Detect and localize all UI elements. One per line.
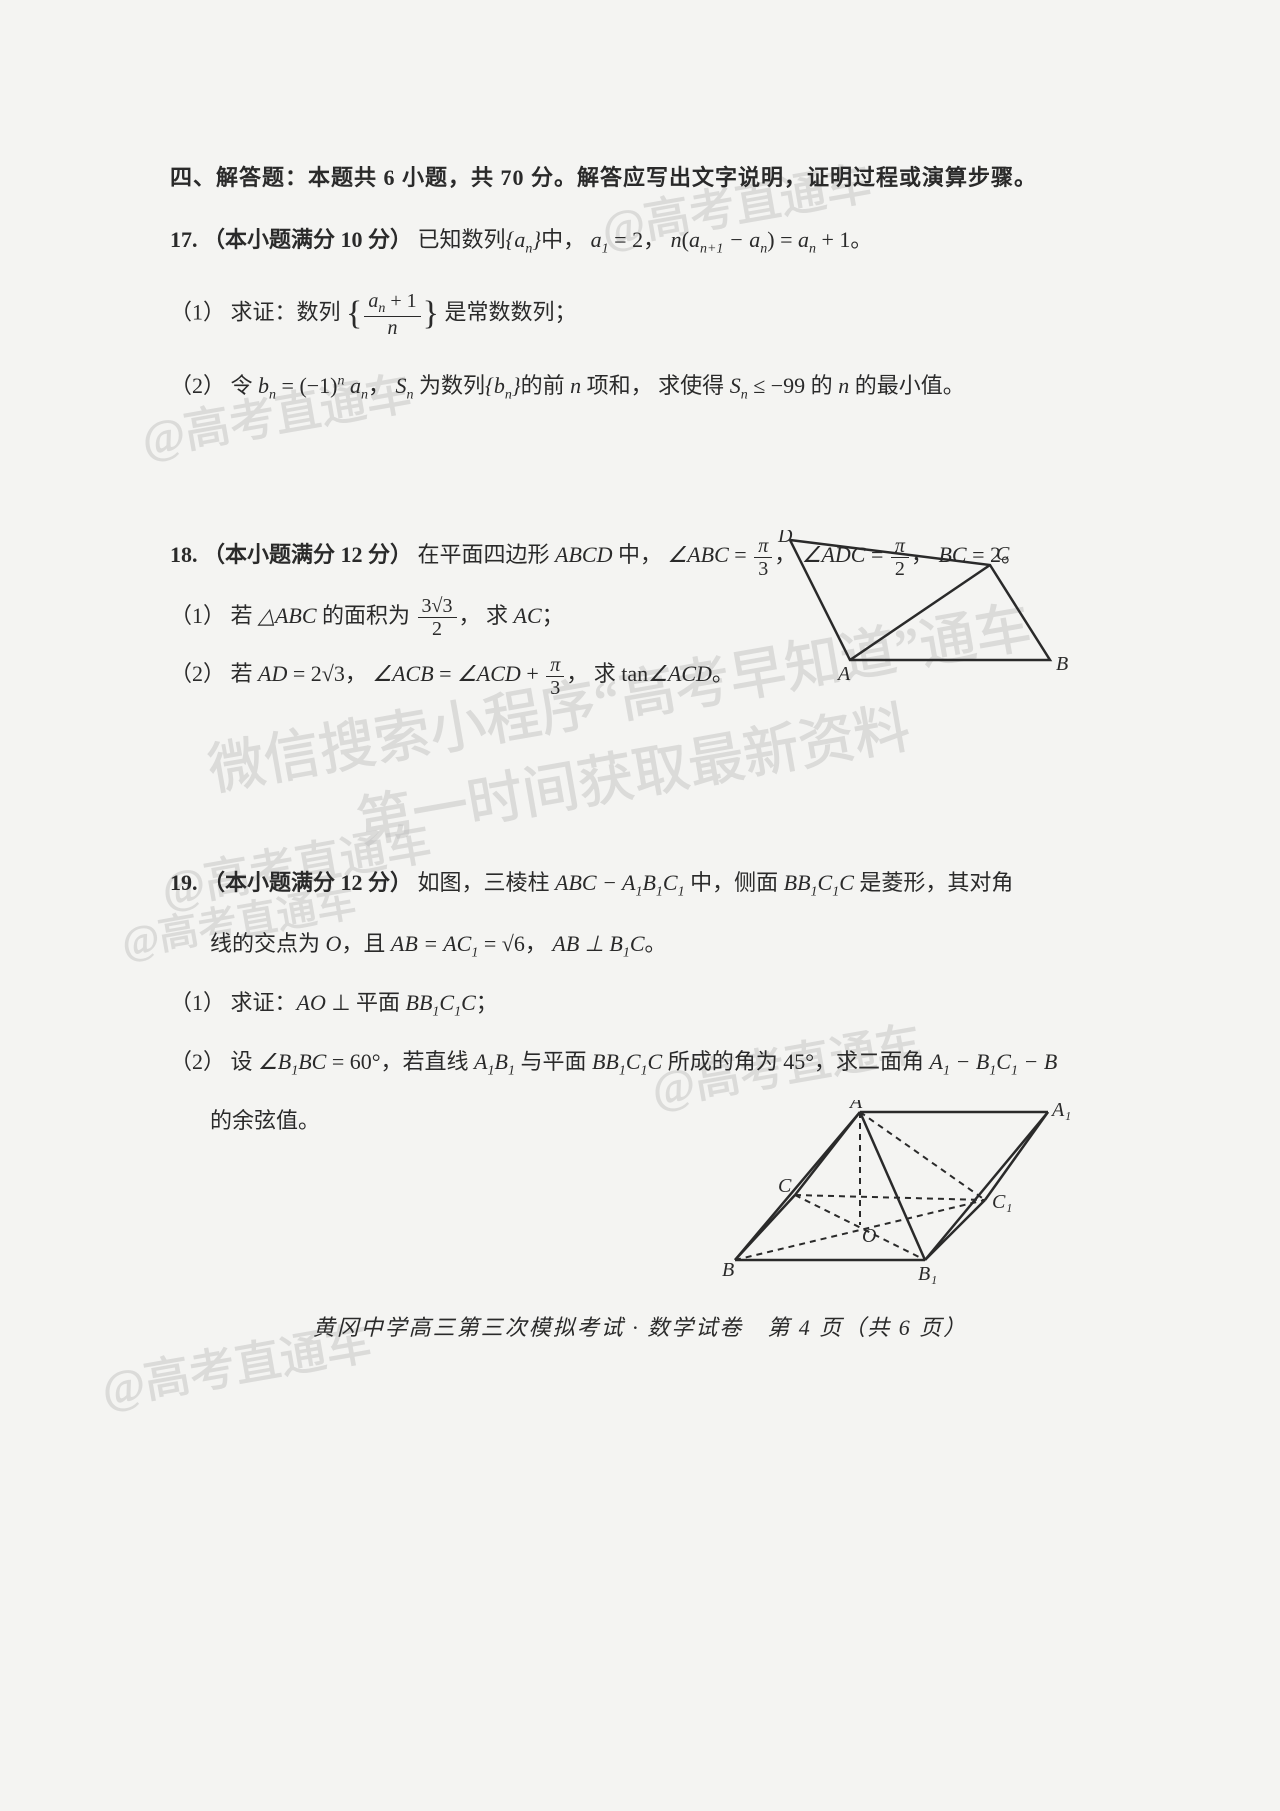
svg-text:B: B	[1056, 653, 1068, 675]
q19-number: 19.	[170, 870, 198, 895]
svg-text:A: A	[836, 663, 851, 685]
section-heading: 四、解答题：本题共 6 小题，共 70 分。解答应写出文字说明，证明过程或演算步…	[170, 160, 1110, 192]
problem-18: 18. （本小题满分 12 分） 在平面四边形 ABCD 中， ∠ABC = π…	[170, 531, 1110, 698]
svg-text:D: D	[777, 530, 793, 547]
svg-text:A₁: A₁	[1050, 1100, 1071, 1121]
q19-sub2: （2） 设 ∠B1BC = 60°，若直线 A1B1 与平面 BB1C1C 所成…	[170, 1038, 1110, 1087]
q18-sub1-label: （1）	[170, 603, 225, 628]
q17-sub1-label: （1）	[170, 300, 225, 325]
q17-number: 17.	[170, 227, 198, 252]
q17-sub2: （2） 令 bn = (−1)n an， Sn 为数列{bn}的前 n 项和， …	[170, 362, 1110, 411]
q17-points: （本小题满分 10 分）	[203, 227, 412, 252]
exam-page: 四、解答题：本题共 6 小题，共 70 分。解答应写出文字说明，证明过程或演算步…	[170, 160, 1110, 1176]
svg-text:O: O	[862, 1225, 876, 1247]
q19-figure-svg: A A₁ C C₁ B B₁ O	[710, 1100, 1090, 1290]
q17-sub2-label: （2）	[170, 373, 225, 398]
q17-sub1: （1） 求证：数列 {an + 1n} 是常数数列；	[170, 277, 1110, 352]
svg-text:C: C	[996, 543, 1010, 565]
q19-stem: 19. （本小题满分 12 分） 如图，三棱柱 ABC − A1B1C1 中，侧…	[170, 859, 1110, 908]
q18-number: 18.	[170, 542, 198, 567]
q18-sub2-label: （2）	[170, 661, 225, 686]
page-footer: 黄冈中学高三第三次模拟考试 · 数学试卷 第 4 页（共 6 页）	[0, 1310, 1280, 1342]
svg-text:C: C	[778, 1175, 792, 1197]
q19-points: （本小题满分 12 分）	[203, 870, 412, 895]
problem-17: 17. （本小题满分 10 分） 已知数列{an}中， a1 = 2， n(an…	[170, 216, 1110, 411]
q19-sub2-label: （2）	[170, 1049, 225, 1074]
q19-sub1: （1） 求证：AO ⊥ 平面 BB1C1C；	[170, 979, 1110, 1028]
svg-text:B: B	[722, 1259, 734, 1281]
svg-text:A: A	[848, 1100, 863, 1113]
q18-points: （本小题满分 12 分）	[203, 542, 412, 567]
problem-19: 19. （本小题满分 12 分） 如图，三棱柱 ABC − A1B1C1 中，侧…	[170, 859, 1110, 1146]
svg-text:C₁: C₁	[992, 1191, 1012, 1213]
q19-sub1-label: （1）	[170, 990, 225, 1015]
q18-figure: D C B A	[730, 530, 1090, 707]
svg-text:B₁: B₁	[918, 1263, 937, 1285]
q17-stem: 17. （本小题满分 10 分） 已知数列{an}中， a1 = 2， n(an…	[170, 216, 1110, 265]
q19-stem-line2: 线的交点为 O，且 AB = AC1 = √6， AB ⊥ B1C。	[170, 920, 1110, 969]
q18-figure-svg: D C B A	[730, 530, 1090, 690]
q19-figure: A A₁ C C₁ B B₁ O	[710, 1100, 1090, 1307]
